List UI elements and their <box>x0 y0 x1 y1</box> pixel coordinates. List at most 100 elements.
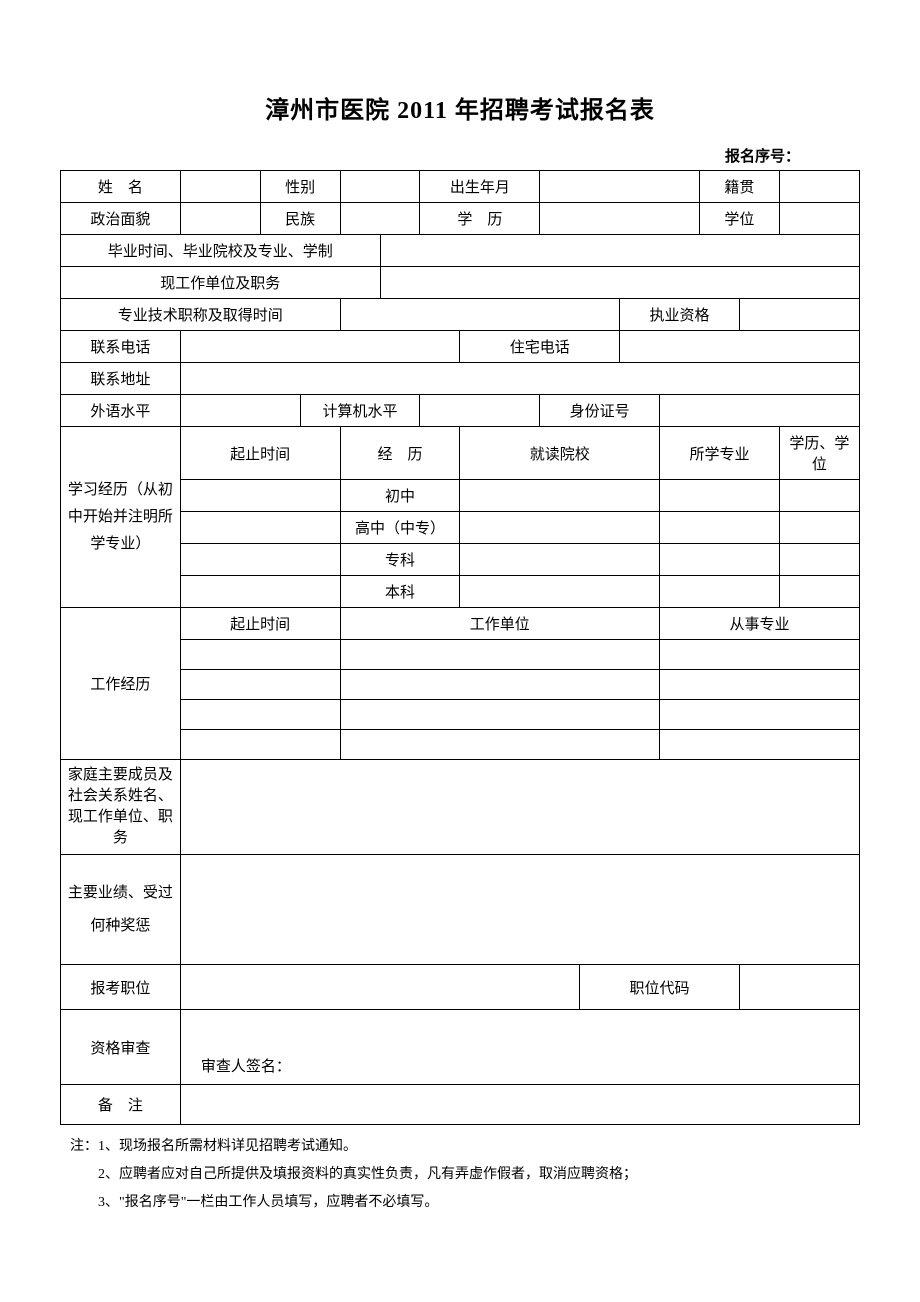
field-college-degree <box>779 544 859 576</box>
field-junior-period <box>180 480 340 512</box>
field-awards <box>180 855 859 965</box>
label-education: 学 历 <box>420 203 540 235</box>
table-row: 资格审查 审查人签名： <box>61 1010 860 1085</box>
field-contact-addr <box>180 363 859 395</box>
table-row: 现工作单位及职务 <box>61 267 860 299</box>
label-edu-degree: 学历、学位 <box>779 427 859 480</box>
field-work-major-2 <box>660 670 860 700</box>
field-work-period-1 <box>180 640 340 670</box>
field-political <box>180 203 260 235</box>
field-senior-period <box>180 512 340 544</box>
application-form-table: 姓 名 性别 出生年月 籍贯 政治面貌 民族 学 历 学位 毕业时间、毕业院校及… <box>60 170 860 1125</box>
field-senior-major <box>660 512 780 544</box>
field-college-major <box>660 544 780 576</box>
field-native-place <box>779 171 859 203</box>
field-name <box>180 171 260 203</box>
field-college-period <box>180 544 340 576</box>
table-row: 联系电话 住宅电话 <box>61 331 860 363</box>
field-current-work <box>380 267 860 299</box>
label-tech-title: 专业技术职称及取得时间 <box>61 299 341 331</box>
field-bachelor-school <box>460 576 660 608</box>
label-home-phone: 住宅电话 <box>460 331 620 363</box>
field-college-school <box>460 544 660 576</box>
label-remarks: 备 注 <box>61 1085 181 1125</box>
label-gender: 性别 <box>260 171 340 203</box>
field-gender <box>340 171 420 203</box>
field-work-unit-4 <box>340 730 660 760</box>
table-row <box>61 730 860 760</box>
field-work-unit-3 <box>340 700 660 730</box>
field-position-code <box>739 965 859 1010</box>
label-name: 姓 名 <box>61 171 181 203</box>
label-political: 政治面貌 <box>61 203 181 235</box>
field-remarks <box>180 1085 859 1125</box>
field-birth <box>540 171 700 203</box>
label-position: 报考职位 <box>61 965 181 1010</box>
field-foreign-lang <box>180 395 300 427</box>
note-line-1: 注：1、现场报名所需材料详见招聘考试通知。 <box>70 1133 860 1161</box>
note-line-3: 3、"报名序号"一栏由工作人员填写，应聘者不必填写。 <box>70 1189 860 1217</box>
table-row: 报考职位 职位代码 <box>61 965 860 1010</box>
label-period: 起止时间 <box>180 427 340 480</box>
field-position <box>180 965 579 1010</box>
field-home-phone <box>620 331 860 363</box>
field-ethnicity <box>340 203 420 235</box>
table-row <box>61 700 860 730</box>
field-grad-info <box>380 235 860 267</box>
field-bachelor-period <box>180 576 340 608</box>
field-education <box>540 203 700 235</box>
table-row: 毕业时间、毕业院校及专业、学制 <box>61 235 860 267</box>
table-row: 本科 <box>61 576 860 608</box>
table-row: 联系地址 <box>61 363 860 395</box>
label-study-history: 学习经历（从初中开始并注明所学专业） <box>61 427 181 608</box>
label-school: 就读院校 <box>460 427 660 480</box>
label-contact-phone: 联系电话 <box>61 331 181 363</box>
field-junior-degree <box>779 480 859 512</box>
label-work-history: 工作经历 <box>61 608 181 760</box>
field-junior-school <box>460 480 660 512</box>
table-row: 姓 名 性别 出生年月 籍贯 <box>61 171 860 203</box>
notes-section: 注：1、现场报名所需材料详见招聘考试通知。 2、应聘者应对自己所提供及填报资料的… <box>60 1133 860 1217</box>
label-major: 所学专业 <box>660 427 780 480</box>
label-contact-addr: 联系地址 <box>61 363 181 395</box>
table-row: 主要业绩、受过何种奖惩 <box>61 855 860 965</box>
table-row: 高中（中专） <box>61 512 860 544</box>
field-bachelor-degree <box>779 576 859 608</box>
field-work-unit-1 <box>340 640 660 670</box>
label-ethnicity: 民族 <box>260 203 340 235</box>
label-id-number: 身份证号 <box>540 395 660 427</box>
label-work-unit: 工作单位 <box>340 608 660 640</box>
field-senior-degree <box>779 512 859 544</box>
label-college: 专科 <box>340 544 460 576</box>
table-row: 工作经历 起止时间 工作单位 从事专业 <box>61 608 860 640</box>
field-id-number <box>660 395 860 427</box>
table-row: 家庭主要成员及社会关系姓名、现工作单位、职务 <box>61 760 860 855</box>
registration-number-label: 报名序号： <box>60 145 860 166</box>
field-work-period-3 <box>180 700 340 730</box>
label-senior: 高中（中专） <box>340 512 460 544</box>
form-title: 漳州市医院 2011 年招聘考试报名表 <box>60 90 860 125</box>
field-senior-school <box>460 512 660 544</box>
field-family <box>180 760 859 855</box>
table-row: 专业技术职称及取得时间 执业资格 <box>61 299 860 331</box>
table-row: 专科 <box>61 544 860 576</box>
field-degree <box>779 203 859 235</box>
table-row: 学习经历（从初中开始并注明所学专业） 起止时间 经 历 就读院校 所学专业 学历… <box>61 427 860 480</box>
field-bachelor-major <box>660 576 780 608</box>
table-row <box>61 640 860 670</box>
label-work-period: 起止时间 <box>180 608 340 640</box>
label-experience: 经 历 <box>340 427 460 480</box>
table-row <box>61 670 860 700</box>
note-line-2: 2、应聘者应对自己所提供及填报资料的真实性负责，凡有弄虚作假者，取消应聘资格； <box>70 1161 860 1189</box>
table-row: 政治面貌 民族 学 历 学位 <box>61 203 860 235</box>
field-junior-major <box>660 480 780 512</box>
field-license <box>739 299 859 331</box>
field-work-unit-2 <box>340 670 660 700</box>
label-grad-info: 毕业时间、毕业院校及专业、学制 <box>61 235 381 267</box>
label-position-code: 职位代码 <box>580 965 740 1010</box>
table-row: 外语水平 计算机水平 身份证号 <box>61 395 860 427</box>
label-computer: 计算机水平 <box>300 395 420 427</box>
label-bachelor: 本科 <box>340 576 460 608</box>
field-work-major-1 <box>660 640 860 670</box>
field-work-period-4 <box>180 730 340 760</box>
